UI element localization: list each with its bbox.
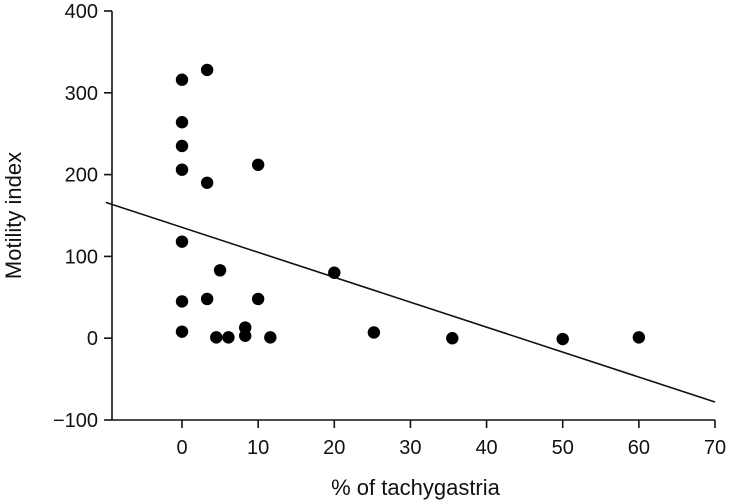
data-point: [251, 158, 265, 171]
y-tick-label: 400: [65, 1, 98, 23]
y-tick-label: 300: [65, 83, 98, 105]
x-tick-label: 0: [176, 437, 187, 459]
y-axis-label: Motility index: [1, 152, 26, 279]
x-ticks: 0 10 20 30 40 50 60 70: [176, 420, 726, 459]
data-point: [264, 331, 277, 344]
regression-line: [105, 201, 716, 403]
data-point: [222, 331, 235, 344]
y-tick-label: 0: [87, 328, 98, 350]
data-point: [200, 176, 214, 189]
data-point: [446, 332, 459, 345]
axes: [111, 11, 715, 421]
x-axis-label: % of tachygastria: [331, 475, 501, 500]
x-tick-label: 10: [247, 437, 269, 459]
y-ticks: 400 300 200 100 0 −100: [53, 1, 112, 432]
x-tick-label: 60: [628, 437, 650, 459]
data-point: [200, 292, 214, 306]
data-point: [238, 329, 252, 342]
data-point: [175, 295, 189, 308]
data-point: [251, 292, 265, 306]
x-tick-label: 20: [323, 437, 345, 459]
data-point: [175, 163, 189, 176]
data-point: [328, 266, 341, 279]
data-point: [200, 63, 214, 77]
y-tick-label: 100: [65, 246, 98, 268]
data-point: [367, 326, 381, 339]
y-tick-label: −100: [53, 410, 98, 432]
x-tick-label: 70: [704, 437, 726, 459]
data-point: [175, 235, 189, 248]
x-tick-label: 50: [552, 437, 574, 459]
data-point: [175, 139, 189, 153]
data-point: [175, 325, 189, 338]
data-points: [175, 63, 646, 346]
data-point: [210, 331, 223, 344]
data-point: [556, 332, 569, 346]
x-tick-label: 30: [399, 437, 421, 459]
data-point: [213, 264, 227, 277]
data-point: [632, 331, 646, 344]
data-point: [175, 116, 189, 129]
x-tick-label: 40: [475, 437, 497, 459]
data-point: [175, 73, 189, 86]
y-tick-label: 200: [65, 165, 98, 187]
